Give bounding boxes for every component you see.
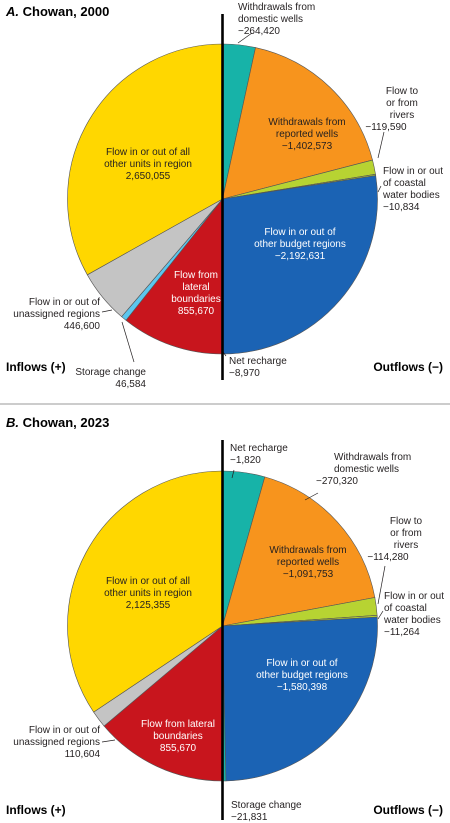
slice-value-budget: −2,192,631: [275, 251, 326, 262]
slice-label-budget: Flow in or out of other budget regions −2,…: [254, 227, 346, 262]
slice-value-dom: −264,420: [238, 26, 280, 37]
slice-label-dom: Withdrawals from domestic wells −270,320: [316, 452, 411, 487]
slice-value-coast: −11,264: [384, 627, 420, 638]
slice-label-other: Flow in or out of all other units in regi…: [104, 147, 192, 182]
leader-line-unas: [101, 739, 116, 743]
pie-slice-other: [67, 43, 223, 276]
slice-label-stor: Storage change −21,831: [231, 800, 302, 823]
slice-label-stor: Storage change 46,584: [75, 367, 146, 390]
pie-slice-lat: [103, 625, 223, 782]
slice-label-budget: Flow in or out of other budget regions −1,…: [256, 658, 348, 693]
leader-line-riv: [377, 565, 386, 605]
leader-lines: [101, 32, 385, 363]
slice-label-net: Net recharge −1,820: [230, 443, 288, 466]
leader-line-dom: [237, 32, 253, 44]
leader-line-dom: [304, 492, 319, 501]
slice-value-rep: −1,091,753: [283, 569, 334, 580]
pie-slice-rep: [222, 476, 376, 627]
slice-label-unas: Flow in or out of unassigned regions 110,6…: [13, 725, 100, 760]
slice-label-dom: Withdrawals from domestic wells −264,420: [238, 2, 315, 37]
panel-title: B. Chowan, 2023: [6, 415, 109, 430]
slice-labels: Net recharge −8,970 Withdrawals from domest…: [13, 2, 443, 390]
leader-line-riv: [377, 131, 385, 159]
slice-labels: Net recharge −1,820 Withdrawals from domest…: [13, 443, 444, 823]
slice-label-net: Net recharge −8,970: [229, 356, 287, 379]
pie-slices: [67, 470, 378, 782]
leader-line-coast: [377, 185, 382, 193]
slice-label-riv: Flow to or from rivers −114,280: [367, 516, 422, 563]
slice-label-coast: Flow in or out of coastal water bodies −10,…: [382, 166, 443, 213]
slice-label-unas: Flow in or out of unassigned regions 446,6…: [13, 297, 100, 332]
leader-line-net: [231, 469, 235, 479]
slice-value-other: 2,650,055: [126, 171, 171, 182]
slice-label-rep: Withdrawals from reported wells −1,091,753: [269, 545, 346, 580]
panel-chowan-2023: B. Chowan, 2023 Net recharge −1,820 Withdr…: [6, 415, 444, 823]
slice-label-riv: Flow to or from rivers −119,590: [365, 86, 418, 133]
slice-value-stor: 46,584: [115, 379, 146, 390]
slice-value-coast: −10,834: [383, 202, 420, 213]
leader-line-unas: [101, 309, 113, 313]
pie-slice-rep: [222, 47, 373, 200]
slice-value-unas: 446,600: [64, 321, 101, 332]
pie-slices: [67, 43, 378, 355]
slice-value-stor: −21,831: [231, 812, 268, 823]
pie-slice-other: [67, 470, 223, 713]
slice-value-lat: 855,670: [160, 743, 197, 754]
leader-line-coast: [377, 610, 384, 620]
outflows-label: Outflows (−): [373, 803, 443, 817]
leader-line-stor: [121, 321, 135, 363]
slice-value-lat: 855,670: [178, 306, 215, 317]
pie-slice-lat: [125, 198, 223, 355]
panel-title: A. Chowan, 2000: [5, 4, 109, 19]
slice-value-budget: −1,580,398: [277, 682, 328, 693]
panel-chowan-2000: A. Chowan, 2000 Net recharge −8,970 Withdr…: [5, 2, 443, 390]
inflows-label: Inflows (+): [6, 360, 66, 374]
slice-label-lat: Flow from lateral boundaries 855,670: [141, 719, 215, 754]
slice-label-lat: Flow from lateral boundaries 855,670: [171, 270, 220, 317]
slice-value-net: −8,970: [229, 368, 260, 379]
slice-value-rep: −1,402,573: [282, 141, 333, 152]
inflows-label: Inflows (+): [6, 803, 66, 817]
slice-value-other: 2,125,355: [126, 600, 171, 611]
slice-label-coast: Flow in or out of coastal water bodies −11,…: [383, 591, 444, 638]
slice-value-riv: −114,280: [367, 552, 409, 563]
pie-slice-budget: [222, 616, 378, 782]
slice-value-riv: −119,590: [365, 122, 407, 133]
slice-value-net: −1,820: [230, 455, 261, 466]
slice-value-unas: 110,604: [65, 749, 101, 760]
pie-slice-budget: [222, 175, 378, 355]
leader-lines: [101, 469, 386, 743]
outflows-label: Outflows (−): [373, 360, 443, 374]
slice-label-rep: Withdrawals from reported wells −1,402,573: [268, 117, 345, 152]
slice-label-other: Flow in or out of all other units in regi…: [104, 576, 192, 611]
slice-value-dom: −270,320: [316, 476, 358, 487]
